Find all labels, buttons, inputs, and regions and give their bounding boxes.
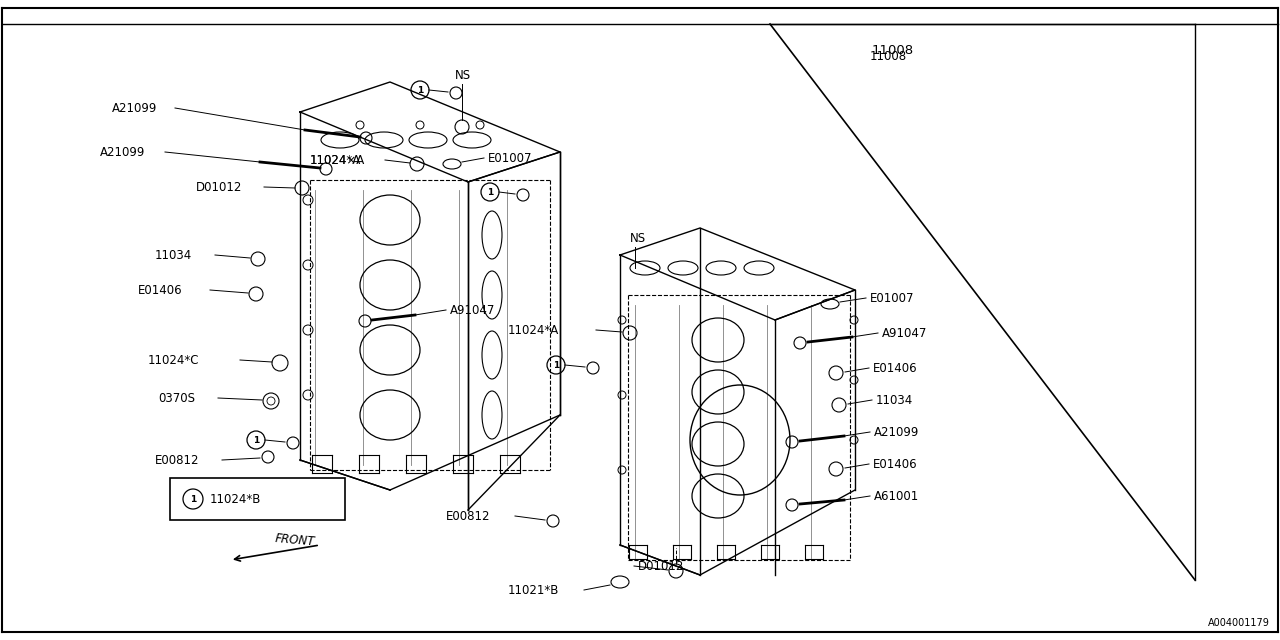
Text: E01007: E01007 bbox=[488, 152, 532, 164]
Text: D01012: D01012 bbox=[196, 180, 242, 193]
Text: 1: 1 bbox=[553, 360, 559, 369]
Text: A21099: A21099 bbox=[874, 426, 919, 438]
Text: FRONT: FRONT bbox=[274, 532, 315, 548]
Text: NS: NS bbox=[454, 68, 471, 81]
Text: E01406: E01406 bbox=[138, 284, 183, 296]
Text: 1: 1 bbox=[417, 86, 424, 95]
Text: A21099: A21099 bbox=[113, 102, 157, 115]
Text: A61001: A61001 bbox=[874, 490, 919, 502]
Text: 11008: 11008 bbox=[870, 50, 908, 63]
Text: 1: 1 bbox=[189, 495, 196, 504]
Text: 1: 1 bbox=[486, 188, 493, 196]
Text: E00812: E00812 bbox=[445, 509, 490, 522]
Text: 11024*A: 11024*A bbox=[508, 323, 559, 337]
Text: E01406: E01406 bbox=[873, 362, 918, 374]
Text: E01406: E01406 bbox=[873, 458, 918, 470]
Text: 11024×A: 11024×A bbox=[310, 154, 365, 166]
Text: 11024*C: 11024*C bbox=[148, 353, 200, 367]
Text: 11008: 11008 bbox=[872, 44, 914, 56]
Text: NS: NS bbox=[630, 232, 646, 244]
Text: 1: 1 bbox=[253, 435, 259, 445]
Text: E01007: E01007 bbox=[870, 291, 914, 305]
Text: 11021*B: 11021*B bbox=[508, 584, 559, 596]
Text: 11034: 11034 bbox=[876, 394, 913, 406]
Text: 11024*A: 11024*A bbox=[310, 154, 361, 166]
Text: 0370S: 0370S bbox=[157, 392, 195, 404]
Text: D01012: D01012 bbox=[637, 559, 685, 573]
Text: 11024*B: 11024*B bbox=[210, 493, 261, 506]
Text: A91047: A91047 bbox=[451, 303, 495, 317]
Text: A21099: A21099 bbox=[100, 145, 146, 159]
Text: A91047: A91047 bbox=[882, 326, 928, 339]
Text: E00812: E00812 bbox=[155, 454, 200, 467]
Text: A004001179: A004001179 bbox=[1208, 618, 1270, 628]
Text: 11034: 11034 bbox=[155, 248, 192, 262]
